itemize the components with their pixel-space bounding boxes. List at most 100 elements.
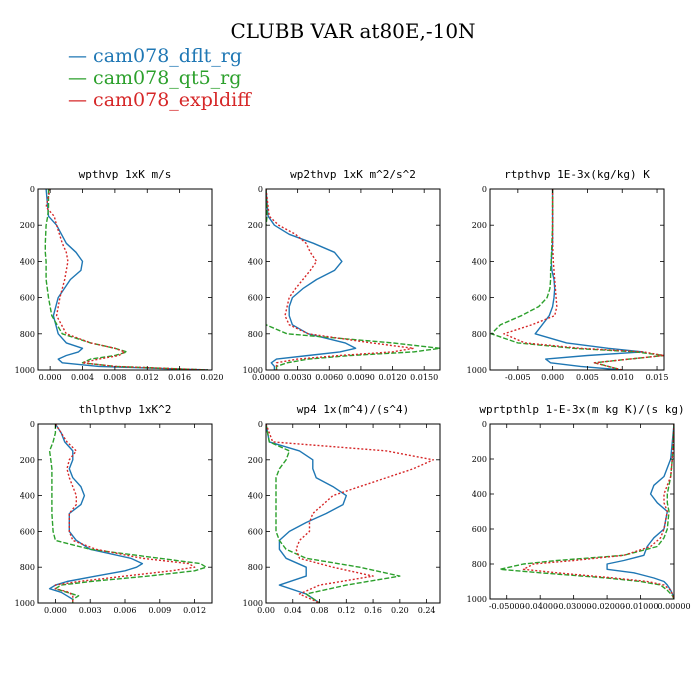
series-line-cam078_expldiff: [54, 424, 196, 603]
y-tick-label: 400: [20, 257, 35, 266]
x-tick-label: 0.010: [611, 373, 634, 382]
legend: — cam078_dflt_rg — cam078_qt5_rg — cam07…: [68, 45, 252, 111]
series-line-cam078_qt5_rg: [266, 424, 401, 603]
x-tick-label: 0.020: [201, 373, 224, 382]
figure-title: CLUBB VAR at80E,-10N: [230, 19, 475, 43]
x-tick-label: 0.0060: [315, 373, 343, 382]
x-tick-label: 0.015: [646, 373, 669, 382]
legend-label-qt5: — cam078_qt5_rg: [68, 67, 241, 89]
y-tick-label: 800: [20, 330, 35, 339]
x-tick-label: 0.16: [364, 606, 382, 615]
series-group: [44, 189, 209, 370]
y-tick-label: 200: [472, 455, 487, 464]
y-tick-label: 400: [472, 490, 487, 499]
series-line-cam078_expldiff: [522, 424, 674, 599]
y-tick-label: 200: [472, 221, 487, 230]
chart-panel-6: wprtpthlp 1-E-3x(m kg K)/(s kg) 0 200 400 60…: [467, 403, 691, 611]
x-tick-label: 0.12: [337, 606, 355, 615]
x-tick-label: -0.005: [505, 373, 531, 382]
x-tick-label: 0.08: [311, 606, 329, 615]
y-tick-label: 0: [258, 420, 263, 429]
x-tick-label: 0.016: [168, 373, 191, 382]
series-group: [490, 189, 664, 370]
series-group: [266, 424, 434, 603]
chart-panel-1: wpthvp 1xK m/s 0 200 400 600 800 1000 0.000 0.00…: [15, 168, 224, 382]
y-tick-label: 600: [20, 294, 35, 303]
series-line-cam078_qt5_rg: [44, 189, 209, 370]
series-line-cam078_expldiff: [266, 189, 415, 370]
y-tick-label: 200: [248, 221, 263, 230]
x-tick-label: 0.000: [541, 373, 564, 382]
x-tick-label: 0.04: [284, 606, 302, 615]
series-line-cam078_expldiff: [266, 424, 434, 603]
series-line-cam078_qt5_rg: [48, 424, 207, 603]
plot-frame: [265, 423, 441, 604]
panel-title: wp2thvp 1xK m^2/s^2: [290, 168, 416, 181]
panel-title: thlpthvp 1xK^2: [79, 403, 172, 416]
series-line-cam078_dflt_rg: [266, 424, 347, 603]
x-tick-label: 0.012: [183, 606, 206, 615]
x-tick-label: 0.004: [71, 373, 94, 382]
x-tick-label: 0.003: [79, 606, 102, 615]
series-line-cam078_dflt_rg: [48, 424, 144, 603]
chart-panel-4: thlpthvp 1xK^2 0 200 400 600 800 1000 0.000 0.00…: [15, 403, 213, 615]
plot-frame: [489, 423, 675, 600]
plot-frame: [37, 423, 213, 604]
chart-panel-2: wp2thvp 1xK m^2/s^2020040060080010000.00…: [243, 168, 441, 382]
x-tick-label: 0.005: [576, 373, 599, 382]
x-tick-label: -0.04000: [522, 602, 558, 611]
y-tick-label: 1000: [243, 599, 263, 608]
series-line-cam078_expldiff: [45, 189, 209, 370]
y-tick-label: 200: [20, 221, 35, 230]
y-tick-label: 200: [248, 456, 263, 465]
x-tick-label: 0.012: [136, 373, 159, 382]
x-tick-label: -0.05000: [489, 602, 525, 611]
x-tick-label: 0.00: [257, 606, 275, 615]
series-line-cam078_qt5_rg: [266, 189, 440, 370]
series-group: [499, 424, 674, 599]
y-tick-label: 800: [472, 330, 487, 339]
x-tick-label: 0.00000: [657, 602, 690, 611]
y-tick-label: 1000: [467, 595, 487, 604]
y-tick-label: 0: [258, 185, 263, 194]
series-group: [48, 424, 207, 603]
x-tick-label: 0.0120: [379, 373, 407, 382]
plot-frame: [489, 188, 665, 371]
y-tick-label: 400: [248, 492, 263, 501]
series-line-cam078_qt5_rg: [499, 424, 674, 599]
x-tick-label: 0.0030: [284, 373, 312, 382]
y-tick-label: 1000: [467, 366, 487, 375]
x-tick-label: -0.02000: [589, 602, 625, 611]
legend-entry-dflt: — cam078_dflt_rg: [68, 45, 242, 67]
x-tick-label: 0.000: [39, 373, 62, 382]
y-tick-label: 1000: [15, 366, 35, 375]
y-tick-label: 400: [248, 257, 263, 266]
x-tick-label: 0.0000: [252, 373, 280, 382]
y-tick-label: 600: [472, 525, 487, 534]
series-line-cam078_dflt_rg: [45, 189, 209, 370]
series-line-cam078_dflt_rg: [266, 189, 357, 370]
y-tick-label: 800: [248, 330, 263, 339]
panel-title: wprtpthlp 1-E-3x(m kg K)/(s kg): [479, 403, 684, 416]
x-tick-label: 0.000: [44, 606, 67, 615]
panel-title: wpthvp 1xK m/s: [79, 168, 172, 181]
x-tick-label: 0.006: [114, 606, 137, 615]
chart-panel-3: rtpthvp 1E-3x(kg/kg) K 0 200 400 600 800 1000 -…: [467, 168, 669, 382]
y-tick-label: 0: [30, 420, 35, 429]
y-tick-label: 800: [472, 560, 487, 569]
y-tick-label: 800: [20, 563, 35, 572]
x-tick-label: 0.0150: [410, 373, 438, 382]
y-tick-label: 0: [30, 185, 35, 194]
legend-label-expldiff: — cam078_expldiff: [68, 89, 252, 111]
x-tick-label: -0.01000: [623, 602, 659, 611]
y-tick-label: 400: [20, 492, 35, 501]
x-tick-label: 0.009: [148, 606, 171, 615]
panel-title: rtpthvp 1E-3x(kg/kg) K: [504, 168, 650, 181]
plot-frame: [265, 188, 441, 371]
panel-title: wp4 1x(m^4)/(s^4): [297, 403, 410, 416]
legend-entry-expldiff: — cam078_expldiff: [68, 89, 252, 111]
y-tick-label: 600: [248, 527, 263, 536]
legend-entry-qt5: — cam078_qt5_rg: [68, 67, 241, 89]
y-tick-label: 600: [20, 527, 35, 536]
